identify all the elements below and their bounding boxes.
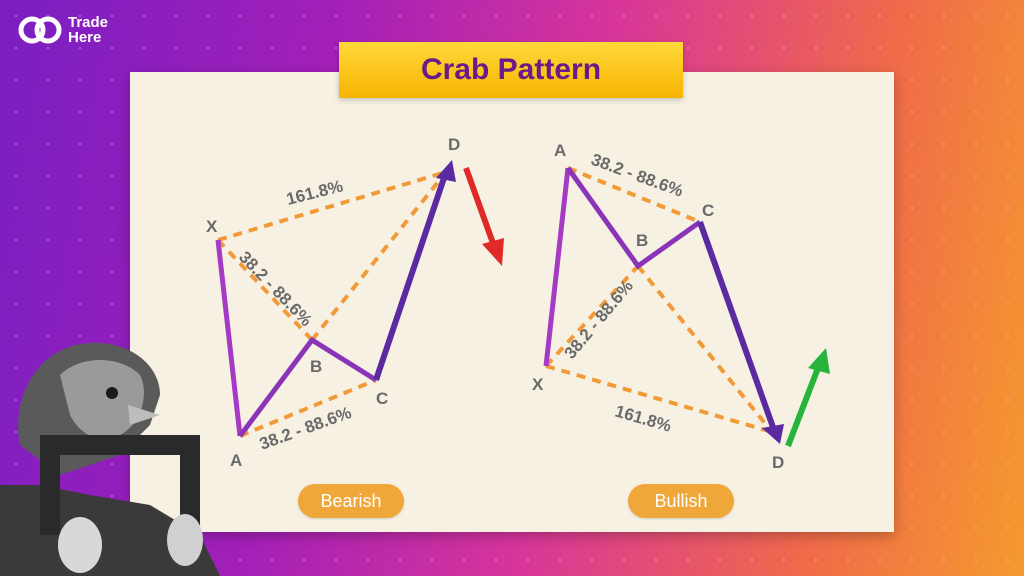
- bullish-ratio-ac: 38.2 - 88.6%: [589, 150, 686, 201]
- page-title: Crab Pattern: [420, 53, 602, 86]
- diagram-panel: [130, 72, 894, 532]
- bullish-point-d: D: [772, 453, 784, 472]
- bullish-ratio-lines: [544, 166, 774, 434]
- bullish-pill: Bullish: [628, 484, 734, 518]
- bullish-b-d-dash: [636, 264, 774, 434]
- bearish-pill: Bearish: [298, 484, 404, 518]
- bullish-x-d-dash: [545, 364, 773, 434]
- bearish-down-arrow-shaft: [463, 166, 497, 248]
- bearish-legs: [238, 336, 378, 438]
- brand-logo[interactable]: Trade Here: [18, 14, 108, 46]
- bullish-a-c-dash: [567, 166, 701, 224]
- bearish-ratio-lines: [216, 170, 448, 438]
- bullish-point-c: C: [702, 201, 714, 220]
- bullish-ratio-xd: 161.8%: [613, 402, 674, 436]
- bullish-ratio-xb: 38.2 - 88.6%: [561, 277, 638, 363]
- bearish-down-arrowhead: [482, 238, 504, 266]
- bullish-label: Bullish: [654, 490, 708, 511]
- bearish-point-x: X: [206, 217, 218, 236]
- logo-icon: [18, 16, 62, 44]
- bullish-up-arrowhead: [808, 348, 830, 374]
- bullish-point-x: X: [532, 375, 544, 394]
- bullish-d-arrowhead: [762, 424, 784, 444]
- bearish-ratio-xd: 161.8%: [284, 176, 345, 208]
- collage-figure-illustration: [0, 342, 220, 576]
- bearish-a-c-dash: [239, 378, 377, 438]
- bullish-point-a: A: [554, 141, 566, 160]
- bearish-leg-cd: [373, 171, 449, 381]
- bearish-b-d-dash: [310, 170, 448, 342]
- bullish-x-b-dash: [544, 264, 640, 368]
- bullish-up-arrow-shaft: [785, 366, 821, 448]
- bearish-ratio-xb: 38.2 - 88.6%: [235, 248, 316, 331]
- bearish-legs-xa: [215, 239, 243, 437]
- bearish-point-c: C: [376, 389, 388, 408]
- bullish-point-b: B: [636, 231, 648, 250]
- bullish-leg-cd: [697, 220, 777, 432]
- bearish-x-d-dash: [217, 170, 447, 242]
- bearish-d-arrowhead: [436, 160, 456, 182]
- bullish-leg-xa: [543, 167, 571, 367]
- brand-name-line1: Trade: [68, 14, 109, 31]
- title-banner: Crab Pattern: [339, 42, 683, 98]
- bearish-point-a: A: [230, 451, 242, 470]
- bearish-point-d: D: [448, 135, 460, 154]
- bearish-point-b: B: [310, 357, 322, 376]
- bullish-legs: [565, 166, 702, 270]
- bearish-x-b-dash: [216, 238, 314, 342]
- bearish-label: Bearish: [320, 490, 382, 511]
- brand-name-line2: Here: [68, 29, 102, 46]
